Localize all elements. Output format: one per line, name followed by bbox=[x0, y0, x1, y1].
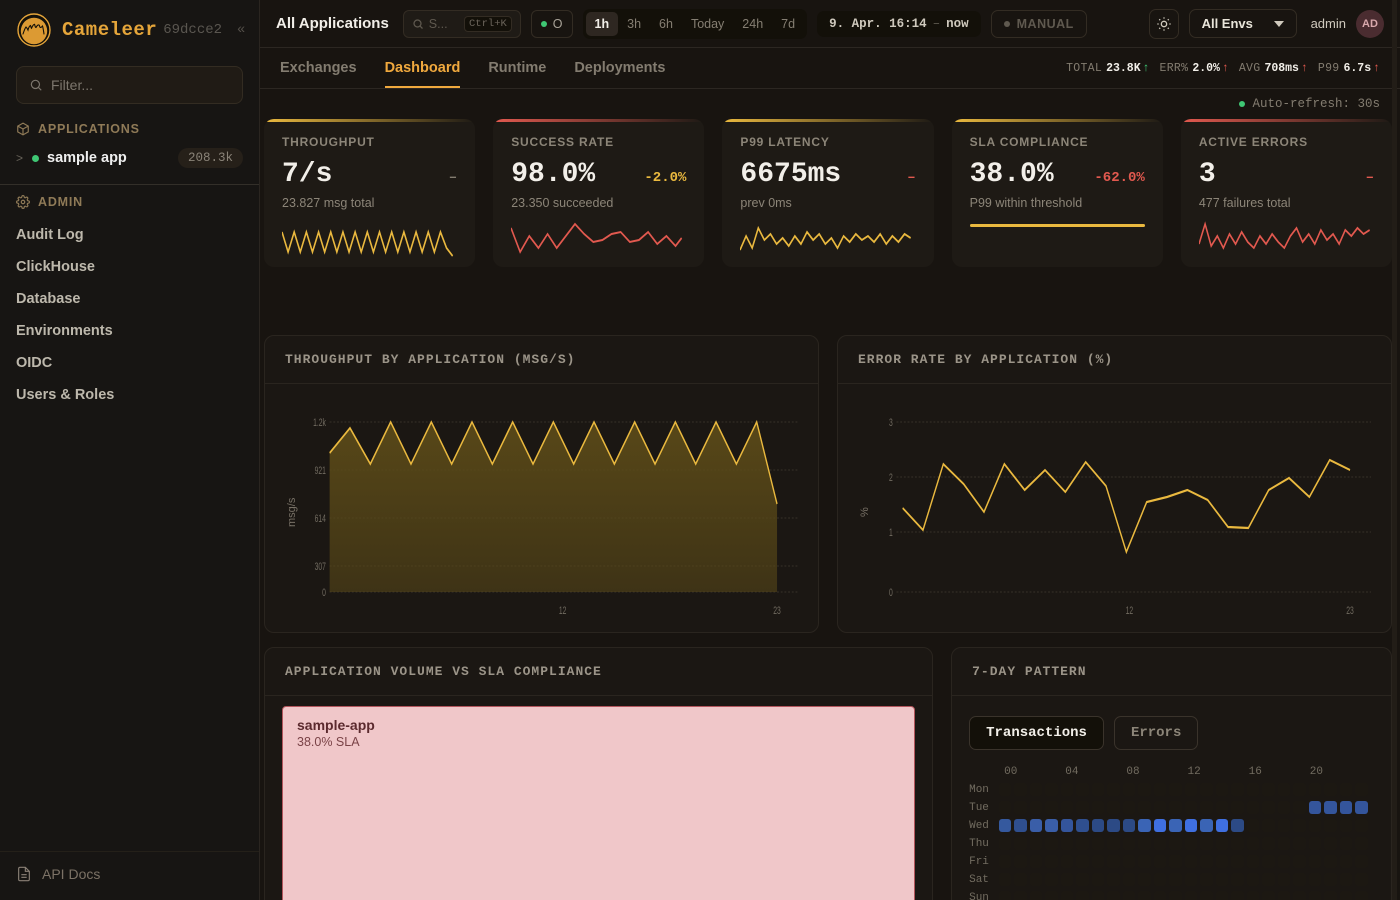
svg-text:23: 23 bbox=[1346, 604, 1354, 616]
svg-text:1.2k: 1.2k bbox=[313, 416, 326, 428]
svg-text:12: 12 bbox=[559, 604, 567, 616]
svg-text:921: 921 bbox=[315, 464, 326, 476]
svg-text:12: 12 bbox=[1126, 604, 1134, 616]
svg-text:23: 23 bbox=[773, 604, 781, 616]
svg-text:2: 2 bbox=[889, 471, 893, 483]
svg-text:614: 614 bbox=[315, 512, 326, 524]
svg-text:307: 307 bbox=[315, 560, 326, 572]
svg-text:3: 3 bbox=[889, 416, 893, 428]
svg-text:0: 0 bbox=[322, 586, 326, 598]
svg-text:1: 1 bbox=[889, 526, 893, 538]
svg-text:0: 0 bbox=[889, 586, 893, 598]
